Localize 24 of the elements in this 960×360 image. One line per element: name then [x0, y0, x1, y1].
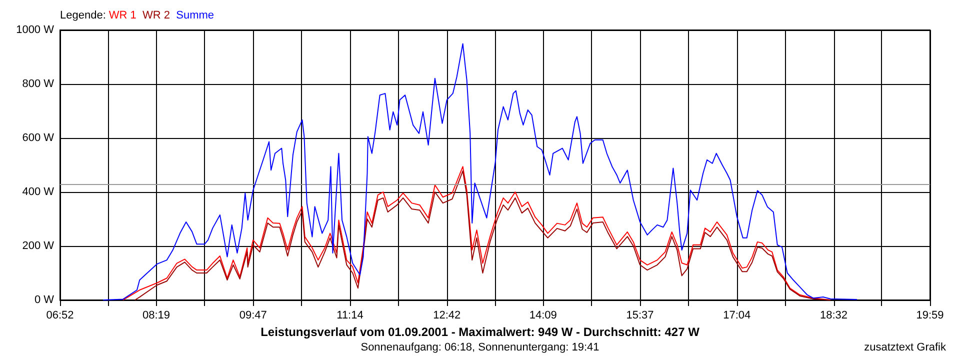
legend-title: Legende:: [60, 10, 106, 22]
text: zusatztext Grafik: [864, 342, 946, 354]
text: WR 2: [142, 10, 170, 22]
y-tick-label: 1000 W: [16, 24, 55, 36]
x-tick-label: 12:42: [433, 310, 461, 322]
x-tick-label: 11:14: [336, 310, 364, 322]
y-tick-label: 600 W: [22, 132, 55, 144]
x-tick-label: 14:09: [529, 310, 557, 322]
x-tick-label: 08:19: [142, 310, 170, 322]
y-tick-label: 400 W: [22, 186, 55, 198]
x-tick-label: 19:59: [916, 310, 944, 322]
x-tick-label: 18:32: [820, 310, 848, 322]
text: WR 1: [108, 10, 136, 22]
y-tick-label: 200 W: [22, 240, 55, 252]
x-tick-label: 17:04: [723, 310, 751, 322]
x-tick-label: 15:37: [626, 310, 654, 322]
text: Sonnenaufgang: 06:18, Sonnenuntergang: 19:41: [360, 342, 600, 354]
y-tick-label: 0 W: [34, 294, 55, 306]
line-series: [102, 43, 858, 300]
x-tick-label: 09:47: [239, 310, 267, 322]
x-tick-label: 06:52: [46, 310, 74, 322]
text: Leistungsverlauf vom 01.09.2001 - Maximalwert: 949 W - Durchschnitt: 427 W: [260, 325, 700, 339]
y-tick-label: 800 W: [22, 78, 55, 90]
text: Summe: [176, 10, 214, 22]
